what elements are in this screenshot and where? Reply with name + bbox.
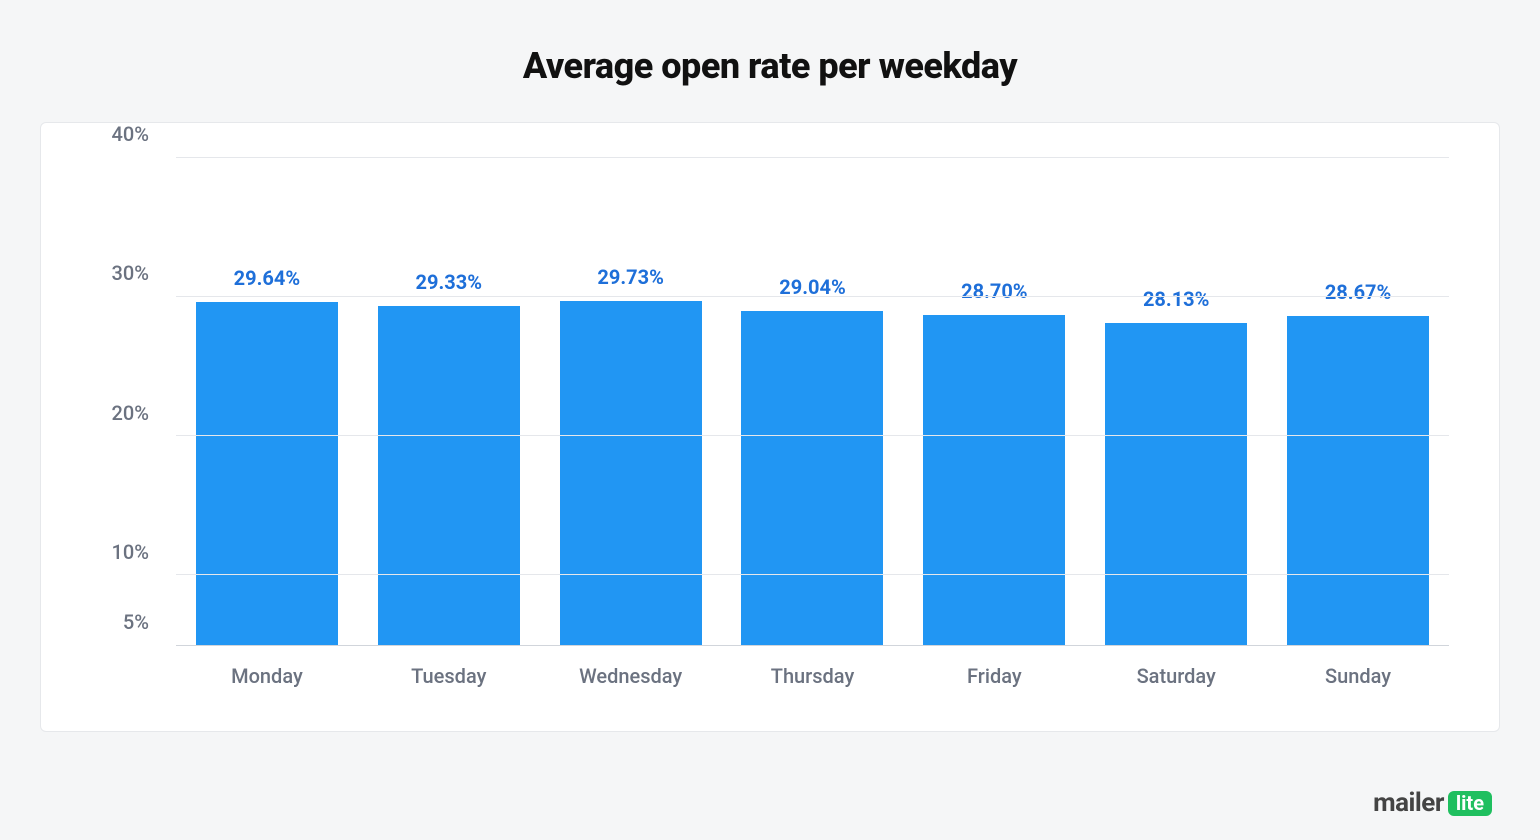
- grid-line: [176, 296, 1449, 297]
- bar: 29.04%: [741, 311, 883, 645]
- x-tick-label: Tuesday: [411, 664, 486, 688]
- x-tick-label: Saturday: [1137, 664, 1216, 688]
- bar-value-label: 28.70%: [961, 279, 1027, 303]
- y-tick-label: 5%: [123, 610, 149, 634]
- brand-word: mailer: [1373, 788, 1444, 818]
- bar: 28.13%: [1105, 323, 1247, 645]
- x-tick-label: Monday: [231, 664, 303, 688]
- y-tick-label: 30%: [112, 261, 149, 285]
- bar: 29.73%: [560, 301, 702, 645]
- chart-card: 5%10%20%30%40% 29.64%29.33%29.73%29.04%2…: [40, 122, 1500, 732]
- brand-badge: lite: [1448, 791, 1492, 816]
- bars-layer: 29.64% 29.33% 29.73% 29.04% 28.70% 28.13% 28.6…: [176, 158, 1449, 645]
- page-root: Average open rate per weekday 5% 10% 20% 30…: [0, 0, 1540, 840]
- chart-title: Average open rate per weekday: [40, 45, 1500, 87]
- grid-line: [176, 435, 1449, 436]
- bar-value-label: 28.67%: [1325, 280, 1391, 304]
- bar-slot: 29.73%: [540, 158, 722, 645]
- bar: 28.70%: [923, 315, 1065, 645]
- bar-value-label: 28.13%: [1143, 287, 1209, 311]
- bar-value-label: 29.33%: [416, 270, 482, 294]
- bar-value-label: 29.73%: [597, 265, 663, 289]
- y-tick-label: 40%: [112, 122, 149, 146]
- x-tick-label: Thursday: [771, 664, 855, 688]
- bar-slot: 28.67%: [1267, 158, 1449, 645]
- y-tick-label: 20%: [112, 401, 149, 425]
- grid-line: [176, 157, 1449, 158]
- x-axis: Monday Tuesday Wednesday Thursday Friday Satu…: [176, 646, 1449, 701]
- bar-slot: 28.13%: [1085, 158, 1267, 645]
- bar-value-label: 29.04%: [779, 275, 845, 299]
- bar-slot: 29.04%: [722, 158, 904, 645]
- bar: 29.64%: [196, 302, 338, 645]
- grid-line: [176, 574, 1449, 575]
- brand-logo: mailer lite: [1373, 788, 1492, 818]
- x-tick-label: Wednesday: [579, 664, 682, 688]
- y-axis: 5%10%20%30%40%: [91, 158, 159, 646]
- bar-slot: 29.33%: [358, 158, 540, 645]
- x-tick-label: Friday: [967, 664, 1022, 688]
- bar: 29.33%: [378, 306, 520, 645]
- bar-value-label: 29.64%: [234, 266, 300, 290]
- y-tick-label: 10%: [112, 540, 149, 564]
- plot-area: 29.64% 29.33% 29.73% 29.04% 28.70% 28.13% 28.6…: [176, 158, 1449, 646]
- bar-chart: 5%10%20%30%40% 29.64%29.33%29.73%29.04%2…: [91, 158, 1449, 701]
- bar-slot: 28.70%: [903, 158, 1085, 645]
- bar: 28.67%: [1287, 316, 1429, 645]
- x-tick-label: Sunday: [1325, 664, 1391, 688]
- bar-slot: 29.64%: [176, 158, 358, 645]
